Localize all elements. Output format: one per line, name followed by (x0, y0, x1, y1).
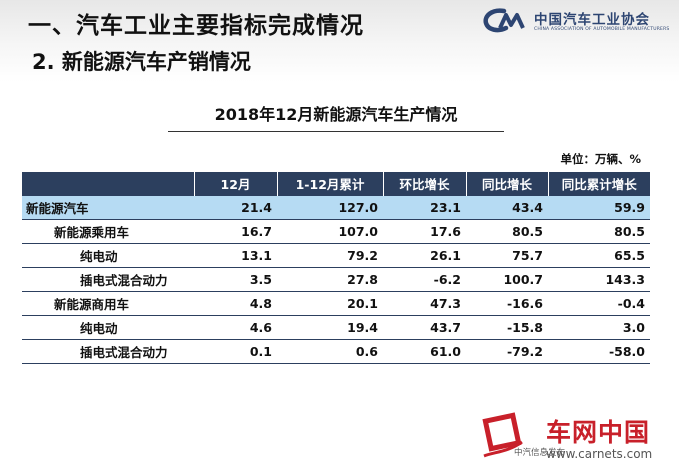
cell-value: 79.2 (277, 242, 383, 267)
cell-value: 19.4 (277, 314, 383, 339)
row-label: 插电式混合动力 (22, 338, 194, 364)
nev-production-table: 12月 1-12月累计 环比增长 同比增长 同比累计增长 新能源汽车 21.4 … (22, 172, 650, 364)
cell-value: 23.1 (383, 194, 466, 219)
cell-value: 65.5 (548, 242, 650, 267)
carnets-logo-icon (482, 412, 523, 458)
cell-value: 43.7 (383, 314, 466, 339)
cell-value: -58.0 (548, 338, 650, 364)
col-header: 环比增长 (382, 172, 466, 195)
slide-heading: 一、汽车工业主要指标完成情况 (28, 13, 364, 39)
cell-value: 107.0 (277, 218, 383, 243)
table-row: 新能源商用车 4.8 20.1 47.3 -16.6 -0.4 (22, 290, 650, 315)
cell-value: 59.9 (548, 194, 650, 219)
cell-value: 61.0 (383, 338, 466, 364)
cell-value: 75.7 (466, 242, 548, 267)
table-row: 新能源汽车 21.4 127.0 23.1 43.4 59.9 (22, 194, 650, 219)
cell-value: 0.1 (194, 338, 277, 364)
row-label: 纯电动 (22, 314, 194, 339)
cell-value: 16.7 (194, 218, 277, 243)
cell-value: 13.1 (194, 242, 277, 267)
watermark-url: www.carnets.com (546, 447, 653, 461)
unit-label: 单位：万辆、% (560, 152, 641, 166)
cell-value: 43.4 (466, 194, 548, 219)
cell-value: 20.1 (277, 290, 383, 315)
watermark-name: 车网中国 (546, 418, 651, 447)
cell-value: 21.4 (194, 194, 277, 219)
caam-logo-english: CHINA ASSOCIATION OF AUTOMOBILE MANUFACT… (534, 27, 670, 32)
cell-value: 80.5 (548, 218, 650, 243)
row-label: 插电式混合动力 (22, 266, 194, 291)
col-header: 同比增长 (465, 172, 548, 195)
slide-subheading: 2. 新能源汽车产销情况 (32, 50, 251, 74)
cell-value: -79.2 (466, 338, 548, 364)
table-row: 纯电动 4.6 19.4 43.7 -15.8 3.0 (22, 314, 650, 339)
col-header: 12月 (193, 172, 277, 195)
col-header: 同比累计增长 (547, 172, 650, 195)
cell-value: 27.8 (277, 266, 383, 291)
cell-value: 4.6 (194, 314, 277, 339)
caam-logo-name: 中国汽车工业协会 (534, 12, 650, 28)
cell-value: -0.4 (548, 290, 650, 315)
cell-value: 4.8 (194, 290, 277, 315)
col-header: 1-12月累计 (276, 172, 383, 195)
caam-logo-icon (483, 8, 525, 33)
cell-value: 143.3 (548, 266, 650, 291)
cell-value: 80.5 (466, 218, 548, 243)
cell-value: 0.6 (277, 338, 383, 364)
cell-value: -15.8 (466, 314, 548, 339)
header-band (0, 0, 679, 82)
table-row: 新能源乘用车 16.7 107.0 17.6 80.5 80.5 (22, 218, 650, 243)
row-label: 新能源乘用车 (22, 218, 194, 243)
cell-value: 3.5 (194, 266, 277, 291)
row-label: 新能源商用车 (22, 290, 194, 315)
cell-value: -6.2 (383, 266, 466, 291)
table-row: 插电式混合动力 0.1 0.6 61.0 -79.2 -58.0 (22, 338, 650, 364)
watermark-under-text: 中汽信息发布 (514, 448, 566, 458)
table-header-row: 12月 1-12月累计 环比增长 同比增长 同比累计增长 (22, 172, 650, 195)
row-label: 纯电动 (22, 242, 194, 267)
cell-value: 47.3 (383, 290, 466, 315)
cell-value: 17.6 (383, 218, 466, 243)
cell-value: 127.0 (277, 194, 383, 219)
cell-value: 26.1 (383, 242, 466, 267)
table-row: 纯电动 13.1 79.2 26.1 75.7 65.5 (22, 242, 650, 267)
cell-value: 100.7 (466, 266, 548, 291)
header-row-label (22, 172, 194, 195)
title-underline (168, 131, 504, 132)
caam-logo: 中国汽车工业协会 CHINA ASSOCIATION OF AUTOMOBILE… (482, 6, 672, 38)
cell-value: 3.0 (548, 314, 650, 339)
cell-value: -16.6 (466, 290, 548, 315)
table-title: 2018年12月新能源汽车生产情况 (214, 105, 458, 124)
carnets-watermark: 中汽信息发布 车网中国 www.carnets.com (470, 410, 679, 469)
row-label: 新能源汽车 (22, 194, 194, 219)
table-row: 插电式混合动力 3.5 27.8 -6.2 100.7 143.3 (22, 266, 650, 291)
